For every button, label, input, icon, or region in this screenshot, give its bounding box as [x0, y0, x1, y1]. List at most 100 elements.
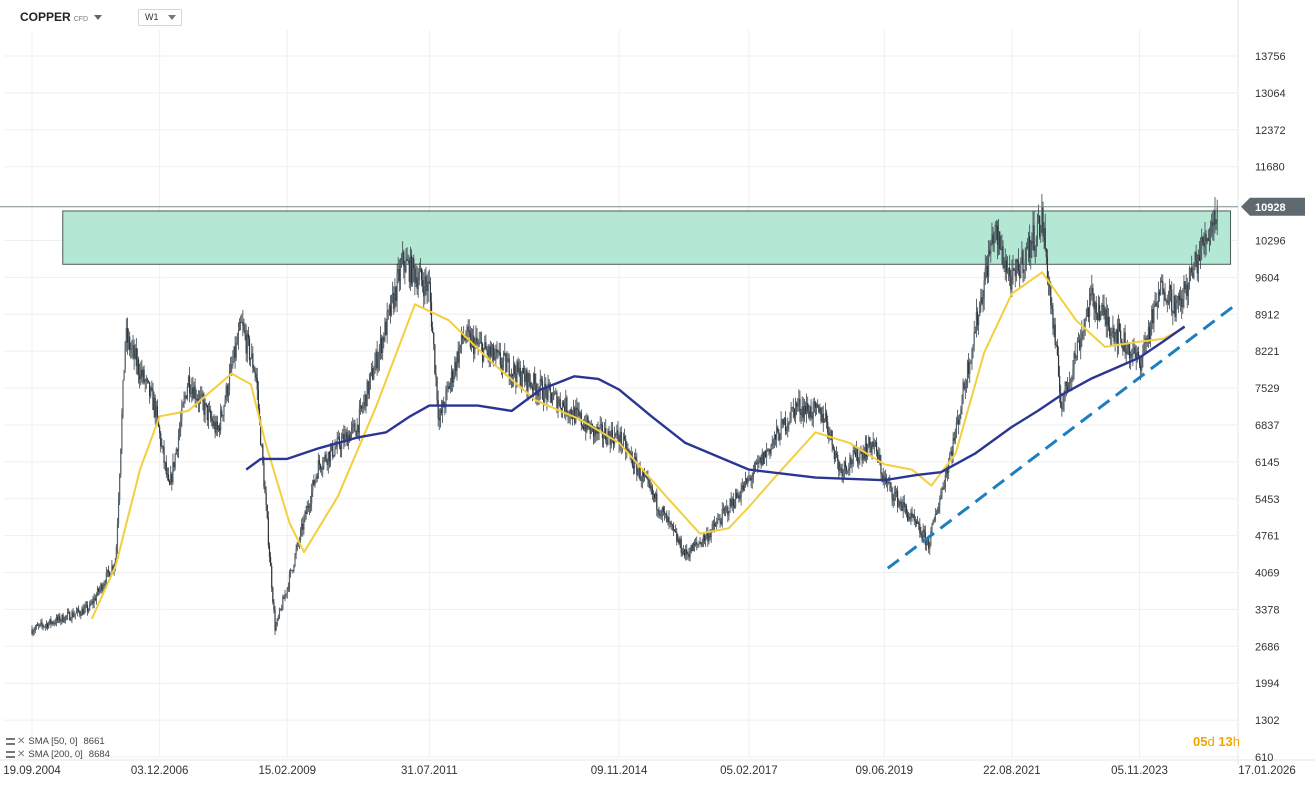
candle [811, 411, 813, 426]
candle [833, 446, 835, 464]
candle-body [628, 450, 630, 452]
candle-body [602, 437, 605, 439]
candle [793, 408, 796, 422]
candle [578, 402, 580, 421]
candle [842, 469, 844, 484]
candle-body [860, 451, 862, 453]
candle [867, 443, 869, 460]
candle [587, 415, 589, 431]
candle [533, 372, 535, 398]
candle-body [254, 371, 256, 374]
close-icon[interactable]: ✕ [17, 736, 26, 747]
candle-body [748, 478, 750, 479]
candle-body [427, 281, 429, 291]
candle [1147, 319, 1150, 348]
candle [574, 405, 576, 426]
candle-body [309, 503, 312, 508]
candle-body [833, 449, 835, 460]
candle-body [960, 409, 962, 415]
candle [454, 356, 456, 380]
candle [188, 366, 191, 403]
candle-body [1064, 381, 1066, 393]
candle-body [94, 597, 96, 601]
candle-body [680, 539, 682, 553]
candle [736, 488, 738, 500]
candle-body [1091, 287, 1093, 296]
candle-body [1098, 304, 1101, 320]
candle [688, 547, 690, 561]
candle-body [149, 382, 151, 397]
candle [1175, 294, 1177, 322]
candle-body [652, 493, 655, 495]
candle-body [1202, 237, 1204, 243]
candle [693, 539, 696, 552]
candle-body [182, 403, 184, 407]
candle-body [839, 467, 841, 472]
candle [1198, 240, 1201, 262]
candle-body [351, 426, 353, 433]
candle-body [889, 482, 891, 484]
candle-body [188, 376, 191, 393]
candle-body [127, 336, 130, 343]
legend-item-sma-50[interactable]: ✕ SMA [50, 0] 8661 [6, 735, 110, 748]
candle [908, 511, 910, 522]
candle [271, 562, 273, 593]
candle-body [257, 389, 259, 408]
candle [1088, 287, 1091, 328]
candle-body [376, 351, 378, 369]
candle-body [184, 395, 186, 399]
candle-body [787, 423, 789, 429]
candle [1069, 371, 1071, 391]
candle-body [645, 475, 647, 477]
close-icon[interactable]: ✕ [17, 749, 26, 760]
candle-body [999, 231, 1001, 250]
candle [1155, 292, 1157, 308]
candle [962, 378, 964, 405]
candle-body [531, 386, 534, 391]
candle [1199, 237, 1202, 270]
candle-body [1067, 382, 1070, 391]
candle-body [651, 486, 653, 495]
candle-body [550, 392, 552, 403]
candle-body [42, 625, 44, 627]
candle-body [1164, 292, 1166, 301]
timeframe-select[interactable]: W1 [138, 9, 182, 26]
candle [435, 365, 437, 387]
candle [68, 608, 70, 614]
candle [639, 461, 641, 481]
legend-item-sma-200[interactable]: ✕ SMA [200, 0] 8684 [6, 748, 110, 761]
candle [130, 342, 132, 359]
candle-body [851, 463, 853, 465]
candle-body [627, 448, 629, 451]
candle-body [434, 344, 436, 373]
candle [599, 416, 601, 430]
candle-body [843, 461, 845, 471]
candle [269, 552, 272, 567]
candle-body [1075, 357, 1077, 359]
candle [358, 400, 360, 441]
y-tick-label: 12372 [1255, 125, 1286, 137]
candle-body [372, 368, 374, 380]
candle-body [527, 373, 529, 391]
candle-body [125, 328, 127, 343]
candle-body [1012, 268, 1014, 271]
candle-body [233, 346, 235, 362]
candle-body [717, 518, 719, 522]
candle-body [521, 368, 524, 382]
candle-body [716, 521, 718, 527]
indicator-settings-icon[interactable] [6, 751, 15, 758]
candle-body [870, 445, 872, 453]
candle-body [1118, 323, 1121, 331]
candle-body [194, 386, 196, 399]
candle-body [979, 302, 981, 316]
candle [172, 453, 174, 485]
candle-body [305, 511, 307, 515]
candle-body [1115, 329, 1117, 336]
candle [966, 359, 969, 389]
candle-body [339, 446, 342, 450]
symbol-selector[interactable]: COPPER CFD [20, 10, 103, 24]
candle-body [767, 450, 769, 452]
indicator-settings-icon[interactable] [6, 738, 15, 745]
